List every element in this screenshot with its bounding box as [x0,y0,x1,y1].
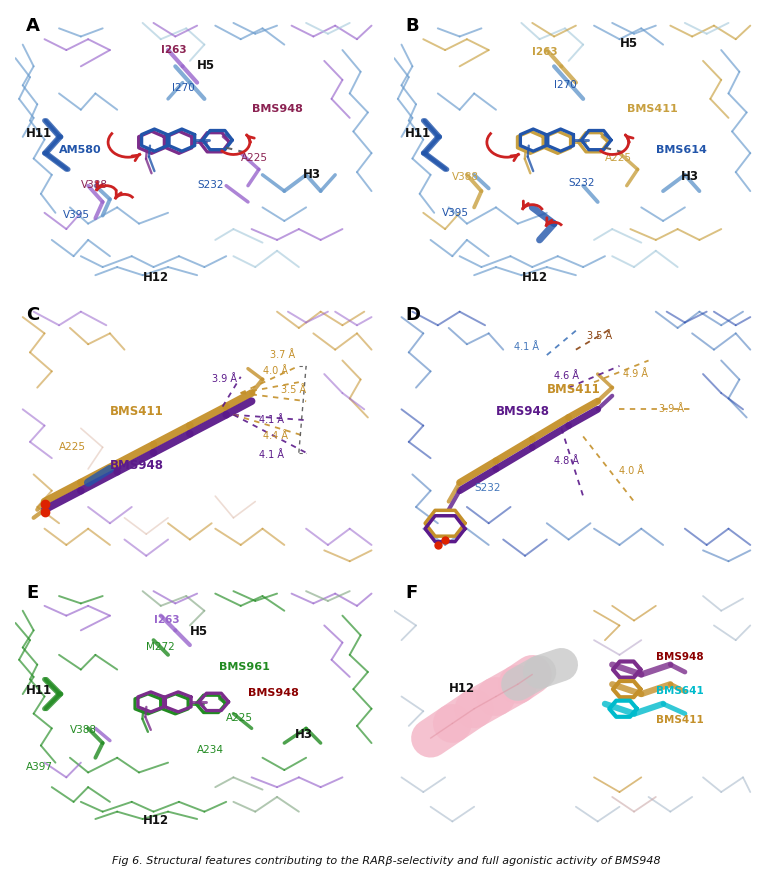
Text: 4.6 Å: 4.6 Å [554,372,579,382]
Text: A225: A225 [226,713,254,723]
Text: H11: H11 [405,127,431,140]
Text: A397: A397 [26,762,53,772]
Text: A225: A225 [240,153,267,164]
Text: BMS411: BMS411 [656,716,703,725]
Text: 4.1 Å: 4.1 Å [259,450,284,460]
Text: S232: S232 [569,178,595,187]
Text: I270: I270 [172,83,195,93]
Text: 4.8 Å: 4.8 Å [554,456,579,466]
Text: 4.0 Å: 4.0 Å [263,366,288,376]
Text: 3.7 Å: 3.7 Å [270,350,295,360]
Text: H12: H12 [448,682,475,695]
Text: 3.9 Å: 3.9 Å [212,374,237,384]
Text: H12: H12 [142,814,169,827]
Text: 4.1 Å: 4.1 Å [259,415,284,425]
Text: V388: V388 [81,180,108,191]
Text: H12: H12 [522,270,547,284]
Text: D: D [405,305,421,324]
Text: 4.9 Å: 4.9 Å [623,368,648,379]
Text: B: B [405,17,419,35]
Text: 4.1 Å: 4.1 Å [514,341,539,352]
Text: BMS948: BMS948 [252,104,302,115]
Text: I270: I270 [554,80,577,90]
Text: A: A [26,17,40,35]
Text: I263: I263 [154,615,179,625]
Text: AM580: AM580 [59,145,102,155]
Text: M272: M272 [146,642,175,652]
Text: BMS948: BMS948 [248,689,299,698]
Text: E: E [26,584,39,603]
Text: BMS641: BMS641 [656,686,703,696]
Text: BMS411: BMS411 [627,104,677,115]
Text: BMS948: BMS948 [496,405,550,417]
Text: BMS411: BMS411 [110,405,164,417]
Text: H5: H5 [619,38,638,51]
Text: H12: H12 [142,270,169,284]
Text: BMS614: BMS614 [656,145,707,155]
Text: A225: A225 [605,153,632,164]
Text: S232: S232 [474,483,501,493]
Text: V395: V395 [63,210,90,220]
Text: Fig 6. Structural features contributing to the RARβ-selectivity and full agonist: Fig 6. Structural features contributing … [112,857,661,866]
Text: F: F [405,584,417,603]
Text: BMS948: BMS948 [656,652,703,662]
Text: S232: S232 [197,180,223,191]
Text: H3: H3 [302,167,321,180]
Text: H3: H3 [295,728,313,741]
Text: V388: V388 [452,172,479,182]
Text: BMS961: BMS961 [219,662,270,671]
Text: 4.4 Å: 4.4 Å [263,431,288,441]
Text: H11: H11 [26,684,53,697]
Text: I263: I263 [161,45,186,55]
Text: BMS948: BMS948 [110,459,164,472]
Text: H11: H11 [26,127,53,140]
Text: C: C [26,305,39,324]
Text: A234: A234 [197,745,224,755]
Text: 3.9 Å: 3.9 Å [659,404,684,414]
Text: 3.5 Å: 3.5 Å [587,331,612,340]
Text: V388: V388 [70,725,97,735]
Text: 3.5 Å: 3.5 Å [281,385,306,395]
Text: 4.0 Å: 4.0 Å [619,466,645,476]
Text: I263: I263 [533,47,558,58]
Text: BMS411: BMS411 [547,383,601,396]
Text: H5: H5 [190,626,208,638]
Text: A225: A225 [59,442,86,452]
Text: V395: V395 [441,207,468,218]
Text: H3: H3 [681,171,700,183]
Text: H5: H5 [197,59,215,72]
